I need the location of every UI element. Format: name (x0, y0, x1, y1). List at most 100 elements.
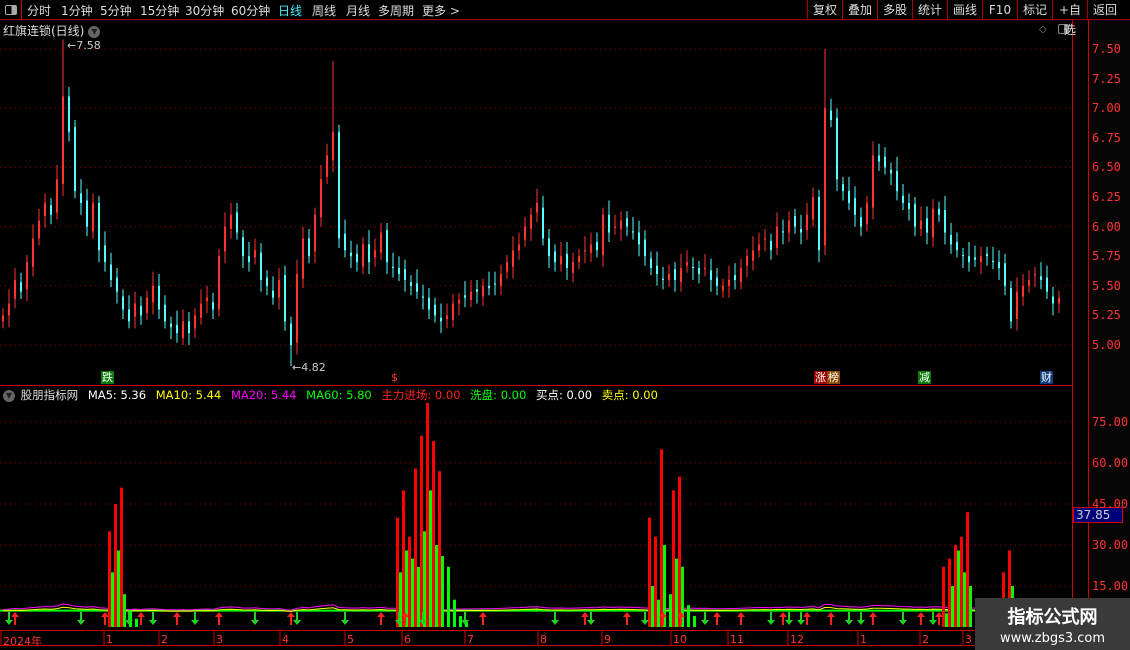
buy-arrow-icon (581, 612, 589, 625)
toolbar-button-1[interactable]: 叠加 (842, 0, 877, 20)
toolbar-button-5[interactable]: F10 (982, 0, 1017, 20)
candle-body (152, 285, 154, 303)
candle-body (650, 258, 652, 269)
candle-body (230, 214, 232, 229)
main-force-bar (942, 566, 945, 627)
candle-body (950, 234, 952, 245)
candle-body (1004, 263, 1006, 286)
right-side-strip (1089, 20, 1130, 650)
period-tab-7[interactable]: 周线 (312, 4, 337, 18)
candle-body (698, 268, 700, 274)
candle-body (242, 237, 244, 257)
main-force-bar (402, 490, 405, 627)
watermark: 指标公式网 www.zbgs3.com (975, 598, 1130, 650)
candle-body (824, 108, 826, 246)
month-label: 4 (282, 633, 289, 646)
wash-bar (405, 550, 408, 627)
period-tab-9[interactable]: 多周期 (378, 4, 415, 18)
toolbar-button-7[interactable]: +自选 (1052, 0, 1087, 37)
signal-marker[interactable]: $ (391, 371, 398, 384)
main-force-bar (648, 517, 651, 627)
candle-body (1022, 285, 1024, 297)
sell-arrow-icon (929, 612, 937, 625)
candle-body (476, 289, 478, 292)
chevron-down-icon[interactable]: ▼ (88, 25, 101, 38)
toolbar-button-6[interactable]: 标记 (1017, 0, 1052, 20)
toolbar-button-2[interactable]: 多股 (877, 0, 912, 20)
candle-body (188, 321, 190, 334)
max-price-label: ←7.58 (67, 39, 101, 52)
signal-marker[interactable]: 财 (1040, 371, 1053, 384)
candle-body (776, 226, 778, 248)
candle-body (128, 309, 130, 322)
wash-bar (681, 566, 684, 627)
candle-body (92, 202, 94, 232)
main-force-bar (120, 487, 123, 627)
buy-point-value: 买点: 0.00 (535, 388, 593, 402)
candle-body (2, 315, 4, 322)
buy-arrow-icon (101, 612, 109, 625)
signal-marker[interactable]: 涨 (814, 371, 827, 384)
signal-marker[interactable]: 跌 (101, 371, 114, 384)
wash-bar (459, 616, 462, 627)
candle-body (692, 266, 694, 269)
candle-body (32, 238, 34, 267)
sell-arrow-icon (461, 612, 469, 625)
period-tab-10[interactable]: 更多 > (422, 4, 460, 18)
period-tab-1[interactable]: 1分钟 (61, 4, 93, 18)
ma-line-magenta (2, 603, 1060, 611)
toolbar-button-3[interactable]: 统计 (912, 0, 947, 20)
candle-body (146, 297, 148, 314)
kline-chart[interactable]: ←7.58 ←4.82 (0, 0, 1072, 650)
diamond-icon[interactable]: ◇ (1039, 24, 1047, 35)
candle-body (716, 277, 718, 286)
signal-marker[interactable]: 榜 (827, 371, 840, 384)
period-tab-6[interactable]: 日线 (278, 4, 303, 18)
panel-icon[interactable] (1058, 24, 1069, 34)
chevron-down-icon[interactable]: ▼ (3, 389, 15, 402)
candle-body (200, 303, 202, 318)
stock-name: 红旗连锁(日线) (3, 24, 85, 38)
candle-body (308, 238, 310, 257)
period-tab-2[interactable]: 5分钟 (100, 4, 132, 18)
candle-body (134, 303, 136, 317)
candle-body (860, 217, 862, 227)
panel-toggle-icon[interactable] (0, 0, 22, 20)
candle-body (338, 131, 340, 239)
period-tab-3[interactable]: 15分钟 (140, 4, 180, 18)
period-tab-4[interactable]: 30分钟 (185, 4, 225, 18)
period-tab-5[interactable]: 60分钟 (231, 4, 271, 18)
wash-bar (687, 605, 690, 627)
candle-body (98, 202, 100, 251)
candle-body (86, 200, 88, 227)
buy-arrow-icon (215, 612, 223, 625)
candle-body (440, 317, 442, 322)
toolbar (0, 0, 1130, 20)
wash-bar (399, 572, 402, 627)
wash-bar (111, 572, 114, 627)
candle-body (482, 285, 484, 297)
wash-bar (441, 555, 444, 627)
candle-body (752, 250, 754, 261)
indicator-tick: 60.00 (1092, 456, 1129, 471)
buy-arrow-icon (287, 612, 295, 625)
period-tab-8[interactable]: 月线 (346, 4, 371, 18)
candle-body (638, 232, 640, 245)
main-force-bar (966, 512, 969, 627)
month-label: 2024年 (3, 635, 42, 648)
main-force-bar (954, 545, 957, 627)
buy-arrow-icon (173, 612, 181, 625)
signal-marker[interactable]: 减 (918, 371, 931, 384)
candle-body (566, 253, 568, 269)
toolbar-button-4[interactable]: 画线 (947, 0, 982, 20)
buy-arrow-icon (623, 612, 631, 625)
period-tab-0[interactable]: 分时 (27, 4, 52, 18)
month-label: 9 (604, 633, 611, 646)
candle-body (8, 303, 10, 316)
main-force-bar (432, 441, 435, 627)
price-tick: 6.75 (1092, 130, 1121, 145)
candle-body (542, 207, 544, 239)
toolbar-button-8[interactable]: 返回 (1087, 0, 1122, 20)
toolbar-button-0[interactable]: 复权 (807, 0, 842, 20)
wash-bar (675, 558, 678, 627)
